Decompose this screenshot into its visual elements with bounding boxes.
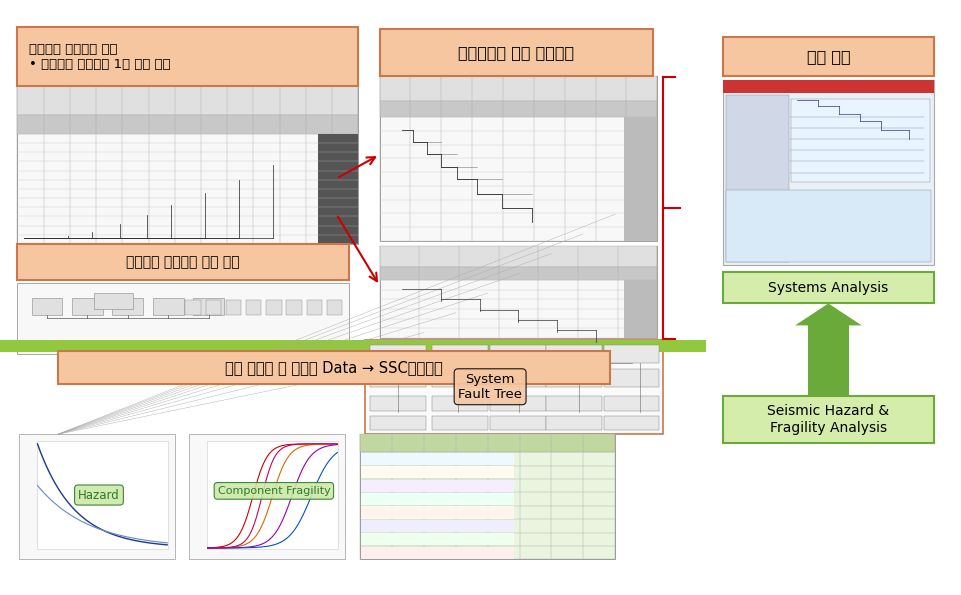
Bar (723, 80, 934, 265)
Bar (37, 441, 168, 549)
Bar (546, 345, 602, 363)
Bar (193, 298, 224, 315)
Bar (723, 80, 934, 93)
Bar (546, 369, 602, 387)
Bar (380, 246, 657, 267)
Bar (808, 325, 849, 352)
Bar (723, 37, 934, 76)
Bar (726, 190, 931, 262)
Bar (490, 396, 546, 411)
Polygon shape (795, 303, 862, 325)
Bar (361, 533, 514, 545)
Bar (604, 369, 659, 387)
Bar (604, 396, 659, 411)
Bar (380, 267, 657, 280)
Bar (361, 466, 514, 478)
Bar (604, 345, 659, 363)
Text: Component Fragility: Component Fragility (217, 486, 331, 496)
Bar (490, 369, 546, 387)
Bar (17, 115, 358, 134)
Bar (365, 340, 663, 434)
Text: 지진유발 초기사건 분석
• 지진으로 발생하는 1차 사건 분류: 지진유발 초기사건 분석 • 지진으로 발생하는 1차 사건 분류 (29, 42, 170, 71)
Text: Seismic Hazard &
Fragility Analysis: Seismic Hazard & Fragility Analysis (767, 405, 890, 434)
Bar (462, 352, 499, 369)
Bar (791, 99, 930, 181)
Polygon shape (451, 369, 510, 384)
Bar (164, 352, 201, 369)
Bar (432, 369, 488, 387)
Bar (112, 298, 143, 315)
Bar (17, 86, 358, 115)
Bar (32, 298, 62, 315)
Bar (624, 280, 657, 338)
Bar (0, 340, 706, 352)
Text: Systems Analysis: Systems Analysis (768, 281, 889, 295)
Text: 지진 재해도 및 취약도 Data → SSC손상확률: 지진 재해도 및 취약도 Data → SSC손상확률 (225, 360, 443, 375)
Bar (380, 101, 657, 117)
Bar (490, 416, 546, 430)
Bar (490, 345, 546, 363)
Bar (604, 416, 659, 430)
Bar (726, 95, 789, 262)
Bar (370, 369, 426, 387)
Bar (361, 520, 514, 532)
Bar (94, 293, 133, 309)
Bar (207, 441, 338, 549)
Text: 초기사건별 상세 시나리오: 초기사건별 상세 시나리오 (458, 45, 575, 60)
Bar (361, 453, 514, 465)
Bar (189, 434, 345, 559)
Bar (153, 298, 184, 315)
Bar (432, 396, 488, 411)
Bar (380, 76, 657, 101)
Bar (380, 76, 657, 241)
Bar (380, 246, 657, 338)
Bar (307, 300, 322, 315)
Bar (808, 352, 849, 402)
Bar (206, 300, 221, 315)
Bar (185, 300, 201, 315)
Bar (226, 300, 241, 315)
Bar (360, 434, 615, 559)
Text: Hazard: Hazard (78, 488, 120, 502)
Bar (19, 434, 175, 559)
Bar (723, 396, 934, 443)
Bar (17, 244, 349, 280)
Bar (72, 298, 103, 315)
Bar (723, 272, 934, 303)
Bar (266, 300, 282, 315)
Bar (370, 416, 426, 430)
Polygon shape (795, 402, 862, 443)
Bar (246, 300, 261, 315)
Bar (624, 117, 657, 241)
Text: 종합 분석: 종합 분석 (806, 49, 850, 64)
Bar (361, 480, 514, 491)
Bar (432, 416, 488, 430)
Bar (432, 345, 488, 363)
Bar (361, 546, 514, 559)
Text: System
Fault Tree: System Fault Tree (458, 372, 522, 401)
Bar (17, 27, 358, 86)
Bar (546, 396, 602, 411)
Bar (370, 396, 426, 411)
Bar (546, 416, 602, 430)
Bar (286, 300, 302, 315)
Text: 지진유발 초기사건 보조 논리: 지진유발 초기사건 보조 논리 (126, 255, 240, 269)
Polygon shape (153, 369, 212, 384)
Bar (361, 493, 514, 505)
Bar (58, 351, 610, 384)
Bar (361, 506, 514, 518)
Bar (370, 345, 426, 363)
Bar (17, 283, 349, 354)
Bar (17, 86, 358, 244)
Bar (317, 134, 358, 244)
Bar (327, 300, 342, 315)
Bar (380, 29, 653, 76)
Bar (360, 434, 615, 452)
